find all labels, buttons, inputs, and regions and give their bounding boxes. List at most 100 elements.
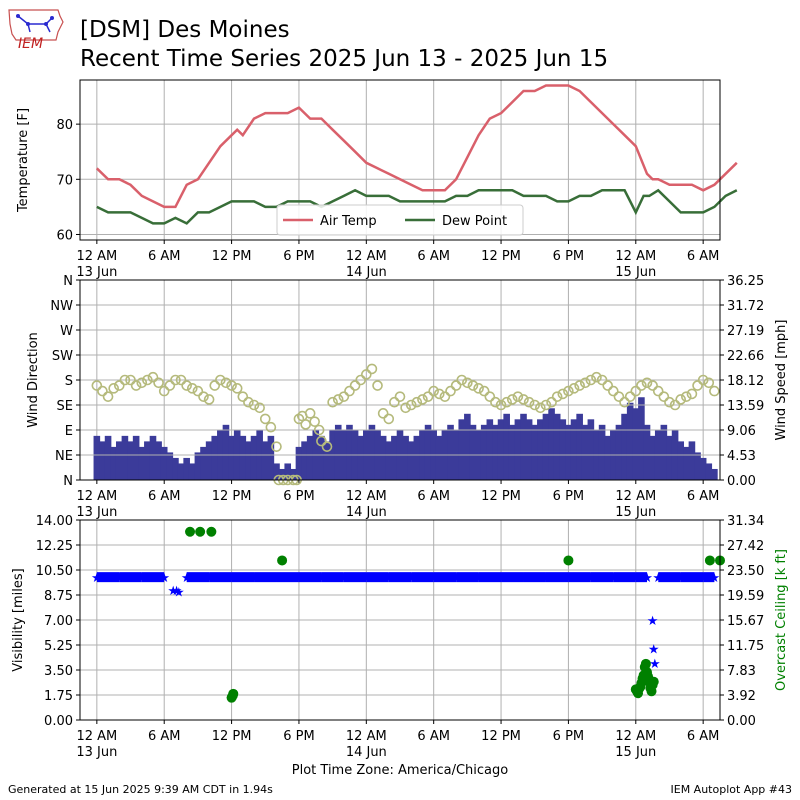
wind-direction-point [624,391,636,402]
x-tick-label: 12 AM [615,249,656,264]
visibility-point: ★ [585,571,597,586]
wind-speed-bar [587,419,595,480]
x-tick-label: 6 PM [553,489,584,504]
y-tick-label: 12.25 [36,539,73,554]
y-tick-label: SW [52,349,73,364]
wind-speed-bar [132,435,140,480]
y-tick-label: 10.50 [36,564,73,579]
wind-direction-point [636,380,647,391]
wind-speed-bar [643,424,651,480]
wind-direction-point [97,385,108,397]
wind-speed-bar [245,441,252,480]
series-line-dew-point [96,188,738,225]
visibility-band [276,572,299,583]
wind-speed-bar [284,463,292,480]
wind-speed-bar [149,435,157,480]
wind-direction-point [658,391,670,402]
x-tick-label: 6 PM [553,729,584,744]
wind-direction-point [411,396,423,408]
wind-speed-bar [261,441,269,480]
y2-tick-label: 7.83 [727,664,756,679]
wind-direction-point [209,380,221,391]
wind-speed-bar [576,413,583,480]
wind-speed-bar [520,413,527,480]
visibility-band [658,572,681,583]
wind-speed-bar [525,419,533,480]
ceiling-point [637,673,648,684]
wind-speed-bar [329,430,336,480]
wind-speed-bar [93,435,101,480]
wind-direction-point [495,399,507,411]
wind-direction-point [203,394,215,405]
ceiling-point [639,662,650,673]
visibility-point: ★ [181,571,193,586]
wind-direction-point [540,399,552,411]
wind-speed-bar [514,419,522,480]
y-tick-label: 3.50 [44,664,73,679]
visibility-band [433,572,457,583]
wind-direction-point [91,380,103,391]
wind-speed-bar [688,441,696,480]
wind-direction-point [321,441,333,452]
x-tick-label: 6 PM [283,729,314,744]
visibility-band [703,572,715,583]
ceiling-point [277,555,288,566]
wind-speed-bar [542,413,550,480]
wind-speed-bar [340,430,348,480]
y-tick-label: 14.00 [36,514,73,529]
visibility-band [209,572,232,583]
wind-speed-bar [548,408,555,480]
visibility-band [366,572,389,583]
visibility-point: ★ [271,571,283,586]
wind-direction-point [585,374,597,386]
visibility-point: ★ [173,585,185,600]
y2-tick-label: 22.66 [727,349,764,364]
y2-tick-label: 31.72 [727,299,764,314]
wind-direction-point [574,380,585,391]
wind-speed-bar [565,424,572,480]
x-tick-sublabel: 15 Jun [615,265,656,280]
wind-direction-point [428,385,439,397]
wind-direction-point [226,380,237,391]
y2-tick-label: 36.25 [727,274,764,289]
wind-speed-bar [138,446,146,480]
visibility-point: ★ [709,571,721,586]
wind-speed-bar [217,430,224,480]
visibility-point: ★ [652,571,664,586]
ceiling-point [646,686,657,697]
y-axis-title: Visibility [miles] [11,568,26,671]
visibility-point: ★ [338,571,350,586]
wind-speed-bar [301,441,308,480]
x-tick-sublabel: 13 Jun [76,505,117,520]
wind-speed-bar [531,424,539,480]
wind-speed-bar [508,424,516,480]
x-tick-label: 12 PM [481,249,521,264]
wind-speed-bar [480,424,488,480]
wind-direction-point [563,385,574,397]
ceiling-point [636,677,647,688]
wind-speed-bar [273,463,280,480]
y2-axis-title: Overcast Ceiling [k ft] [774,549,789,691]
app-label: IEM Autoplot App #43 [670,783,793,796]
iem-logo: IEM [6,6,64,54]
y2-tick-label: 27.42 [727,539,764,554]
wind-direction-point [293,413,305,425]
visibility-band [523,572,546,583]
wind-direction-point [198,391,209,402]
visibility-band [321,572,344,583]
wind-direction-point [291,474,303,486]
wind-speed-bar [492,424,499,480]
wind-speed-bar [346,424,353,480]
ceiling-point [226,692,237,703]
wind-direction-point [433,388,445,400]
wind-direction-point [265,421,277,433]
visibility-point: ★ [649,657,661,672]
y-tick-label: NW [50,299,73,314]
y-tick-label: 7.00 [44,614,73,629]
wind-speed-bar [626,402,634,480]
wind-speed-bar [598,424,606,480]
wind-direction-point [686,388,698,400]
wind-direction-point [271,441,282,452]
wind-speed-bar [115,441,123,480]
visibility-band [388,572,412,583]
